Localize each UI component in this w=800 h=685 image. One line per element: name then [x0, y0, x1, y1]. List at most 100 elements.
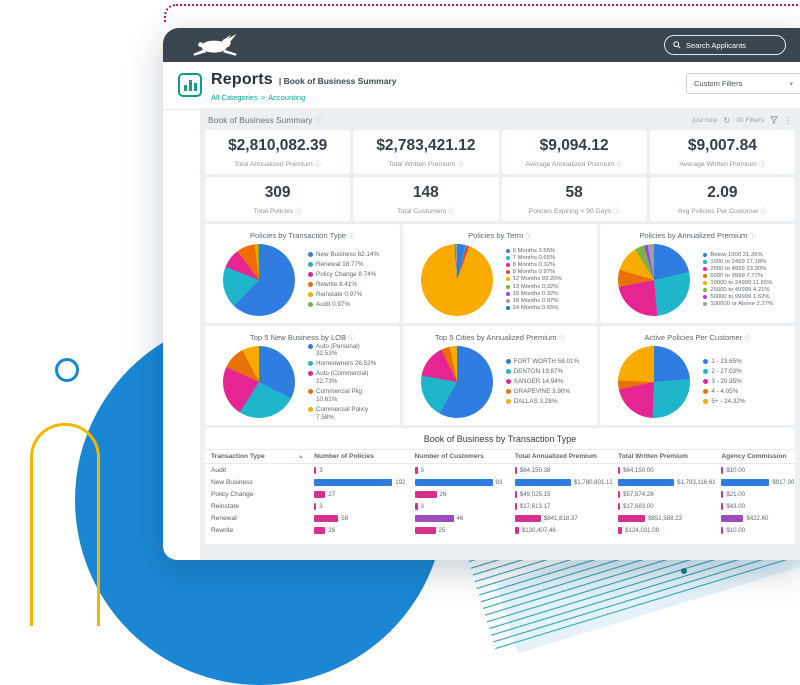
bar-cell: $10.00 — [721, 526, 789, 534]
legend-item[interactable]: DENTON 19.87% — [505, 368, 579, 376]
table-row[interactable]: Renewal 58 46 $841,818.37 $851,588.23 $4… — [205, 512, 795, 524]
table-row[interactable]: Rewrite 26 25 $130,407.46 $124,031.09 $1… — [205, 524, 795, 536]
legend-item[interactable]: 100000 or Above 2.27% — [703, 301, 773, 308]
info-icon[interactable]: ⓘ — [758, 161, 766, 168]
legend-item[interactable]: Audit 0.97% — [308, 301, 379, 309]
legend-item[interactable]: Auto (Personal) 32.53% — [308, 343, 382, 359]
table-column-header[interactable]: Total Written Premium — [612, 449, 716, 464]
info-icon[interactable]: ⓘ — [448, 208, 455, 215]
rabbit-logo-icon[interactable] — [189, 33, 241, 57]
legend-item[interactable]: 5000 to 9999 7.77% — [703, 273, 773, 280]
legend-item[interactable]: 24 Months 0.65% — [505, 305, 562, 312]
filters-count-label[interactable]: 30 Filters — [736, 116, 764, 124]
sort-asc-icon[interactable]: ▴ — [299, 454, 303, 460]
info-icon[interactable]: ⓘ — [525, 233, 532, 240]
table-row[interactable]: Policy Change 27 26 $49,025.15 $57,574.2… — [205, 488, 795, 500]
info-icon[interactable]: ⓘ — [616, 161, 624, 168]
legend-item[interactable]: Rewrite 8.41% — [308, 281, 379, 289]
pie-chart[interactable] — [420, 244, 493, 316]
bar-cell: 25 — [414, 526, 503, 534]
info-icon[interactable]: ⓘ — [295, 208, 302, 215]
favorite-heart-icon[interactable]: ♡ — [315, 115, 323, 125]
chart-legend: Below 1000 21.36% 1000 to 2499 27.18% 25… — [703, 252, 773, 309]
legend-item[interactable]: 7 Months 0.65% — [505, 255, 562, 262]
legend-label: Auto (Personal) 32.53% — [316, 342, 360, 358]
info-icon[interactable]: ⓘ — [558, 335, 566, 342]
filter-funnel-icon[interactable] — [770, 116, 778, 124]
legend-dot — [703, 295, 708, 300]
kebab-menu-icon[interactable]: ⋮ — [784, 115, 792, 125]
legend-item[interactable]: 2 - 27.03% — [703, 368, 745, 376]
legend-item[interactable]: New Business 62.14% — [308, 251, 379, 259]
bar-value: $422.60 — [746, 514, 769, 522]
legend-item[interactable]: Commercial Pkg 10.61% — [308, 388, 382, 404]
legend-item[interactable]: Homeowners 26.52% — [308, 360, 382, 368]
legend-item[interactable]: 1 - 23.65% — [703, 358, 745, 366]
legend-item[interactable]: 15 Months 0.32% — [505, 291, 562, 298]
legend-item[interactable]: Auto (Commercial) 22.73% — [308, 370, 382, 386]
legend-item[interactable]: 3 - 20.95% — [703, 378, 745, 386]
chart-title: Active Policies Per Customer ⓘ — [644, 333, 751, 342]
pie-chart[interactable] — [420, 346, 493, 418]
table-column-header[interactable]: Agency Commission — [715, 449, 795, 464]
legend-label: Below 1000 21.36% — [710, 251, 763, 258]
table-column-header[interactable]: Number of Customers — [408, 449, 509, 464]
legend-label: 9 Months 0.97% — [512, 269, 556, 276]
legend-label: 50000 to 99999 1.62% — [710, 294, 770, 301]
legend-item[interactable]: Renewal 18.77% — [308, 261, 379, 269]
info-icon[interactable]: ⓘ — [749, 233, 757, 240]
legend-item[interactable]: 25000 to 49999 4.21% — [703, 287, 773, 294]
info-icon[interactable]: ⓘ — [348, 335, 355, 342]
legend-label: 5+ - 24.32% — [711, 397, 746, 405]
legend-item[interactable]: Reinstate 0.97% — [308, 291, 379, 299]
legend-item[interactable]: GRAPEVINE 3.90% — [505, 388, 579, 396]
info-icon[interactable]: ⓘ — [348, 233, 355, 240]
value-bar — [414, 478, 493, 486]
legend-item[interactable]: Policy Change 8.74% — [308, 271, 379, 279]
table-row[interactable]: Reinstate 3 3 $17,613.17 $17,683.00 $43.… — [205, 500, 795, 512]
legend-item[interactable]: 10000 to 24999 11.65% — [703, 280, 773, 287]
pie-chart[interactable] — [223, 346, 295, 418]
info-icon[interactable]: ⓘ — [744, 335, 751, 342]
chart-body: FORT WORTH 58.01% DENTON 19.87% SANGER 1… — [403, 342, 598, 422]
legend-item[interactable]: FORT WORTH 58.01% — [505, 358, 579, 366]
legend-item[interactable]: 9 Months 0.97% — [505, 269, 562, 276]
legend-item[interactable]: 5+ - 24.32% — [703, 398, 745, 406]
value-bar — [314, 490, 326, 498]
refresh-icon[interactable]: ↻ — [723, 115, 731, 125]
legend-item[interactable]: 4 - 4.05% — [703, 388, 745, 396]
info-icon[interactable]: ⓘ — [760, 208, 767, 215]
value-bar — [618, 502, 621, 510]
table-column-header[interactable]: Number of Policies — [308, 449, 409, 464]
legend-item[interactable]: 6 Months 3.56% — [505, 248, 562, 255]
legend-item[interactable]: 12 Months 93.20% — [505, 276, 562, 283]
custom-filters-select[interactable]: Custom Filters ▾ — [686, 73, 800, 94]
kpi-label: Average Annualized Premium ⓘ — [525, 161, 624, 168]
legend-item[interactable]: Below 1000 21.36% — [703, 252, 773, 259]
table-column-header[interactable]: Transaction Type ▴ — [205, 449, 309, 464]
legend-item[interactable]: 50000 to 99999 1.62% — [703, 294, 773, 301]
legend-item[interactable]: Commercial Policy 7.58% — [308, 406, 382, 422]
legend-item[interactable]: 2500 to 4999 23.30% — [703, 266, 773, 273]
pie-chart[interactable] — [618, 346, 691, 418]
info-icon[interactable]: ⓘ — [456, 161, 464, 168]
legend-item[interactable]: DALLAS 3.28% — [505, 398, 579, 406]
legend-label: 8 Months 0.32% — [512, 262, 556, 269]
background-yellow-arch — [30, 423, 100, 626]
info-icon[interactable]: ⓘ — [314, 161, 322, 168]
search-applicants-button[interactable]: Search Applicants — [664, 35, 786, 55]
bar-value: 3 — [420, 466, 424, 474]
legend-item[interactable]: 8 Months 0.32% — [505, 262, 562, 269]
legend-item[interactable]: 18 Months 0.97% — [505, 298, 562, 305]
legend-item[interactable]: SANGER 14.94% — [505, 378, 579, 386]
table-row[interactable]: Audit 3 3 $64,150.38 $64,150.00 $10.00 — [205, 464, 795, 477]
legend-item[interactable]: 13 Months 0.32% — [505, 284, 562, 291]
table-row[interactable]: New Business 192 93 $1,780,801.13 $1,793… — [205, 476, 795, 488]
breadcrumb-all-categories[interactable]: All Categories — [211, 93, 258, 102]
legend-item[interactable]: 1000 to 2499 27.18% — [703, 259, 773, 266]
table-column-header[interactable]: Total Annualized Premium — [508, 449, 613, 464]
pie-chart[interactable] — [618, 244, 691, 316]
breadcrumb-accounting[interactable]: Accounting — [268, 93, 306, 102]
pie-chart[interactable] — [223, 244, 295, 316]
info-icon[interactable]: ⓘ — [613, 208, 620, 215]
